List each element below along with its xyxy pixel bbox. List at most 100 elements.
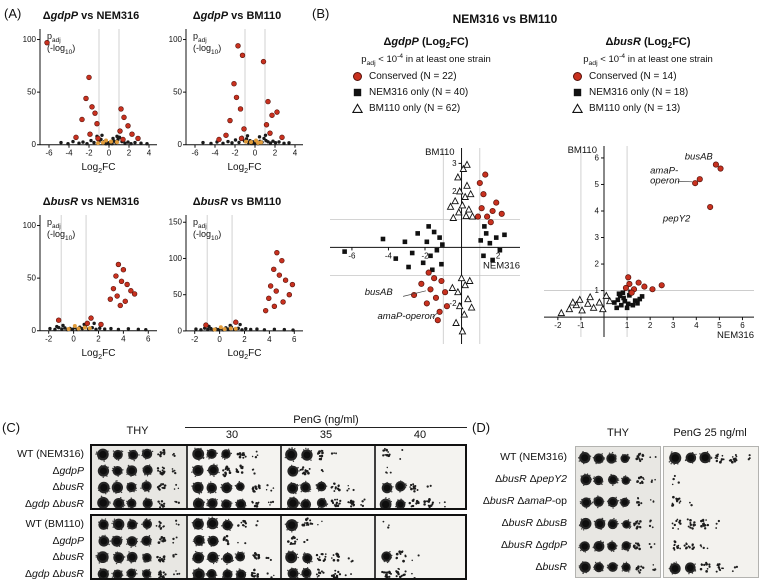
colony-spot (595, 477, 602, 484)
colony-dot (621, 570, 624, 572)
colony-dot (320, 468, 324, 472)
colony-dot (203, 542, 206, 544)
colony-dot (206, 456, 208, 458)
data-point (77, 141, 81, 145)
y-tick-label: 5 (595, 180, 600, 189)
colony-dot (634, 547, 637, 550)
colony-spot (223, 451, 229, 457)
data-point (692, 180, 699, 187)
colony-dot (113, 482, 115, 484)
data-point (98, 326, 102, 330)
colony-dot (226, 568, 228, 570)
colony-dot (383, 560, 385, 563)
data-point (272, 327, 277, 332)
colony-dot (103, 460, 105, 462)
colony-dot (386, 571, 389, 574)
colony-dot (706, 547, 709, 550)
colony-dot (239, 465, 242, 468)
data-point (121, 114, 127, 121)
colony-dot (685, 547, 688, 550)
colony-dot (652, 568, 655, 571)
y-axis-label: padj (-log10) (193, 217, 222, 242)
colony-dot (126, 559, 129, 561)
colony-dot (651, 526, 654, 529)
data-point (55, 317, 62, 323)
colony-dot (628, 502, 631, 504)
data-point (448, 283, 457, 291)
colony-dot (112, 450, 115, 452)
data-point (72, 324, 77, 329)
colony-dot (141, 482, 144, 485)
colony-dot (157, 453, 160, 456)
colony-dot (309, 519, 312, 522)
colony-dot (593, 476, 595, 478)
colony-dot (597, 506, 599, 509)
colony-dot (302, 466, 305, 469)
colony-dot (636, 544, 639, 546)
colony-dot (317, 451, 321, 455)
colony-dot (615, 455, 617, 457)
colony-dot (221, 455, 223, 458)
y-tick-label: 100 (169, 254, 183, 263)
colony-dot (316, 487, 318, 489)
colony-dot (309, 522, 312, 525)
data-point (82, 325, 87, 330)
colony-dot (290, 464, 293, 467)
colony-dot (332, 554, 335, 556)
colony-dot (126, 543, 128, 545)
colony-dot (699, 544, 702, 547)
colony-dot (689, 523, 693, 527)
data-point (206, 327, 210, 332)
colony-dot (609, 519, 612, 521)
colony-dot (145, 508, 146, 509)
data-point (630, 302, 636, 308)
colony-dot (212, 562, 215, 565)
colony-dot (673, 463, 675, 465)
colony-dot (117, 459, 120, 461)
colony-dot (410, 484, 413, 487)
y-tick-label: 3 (595, 233, 600, 242)
colony-dot (292, 492, 295, 495)
data-point (627, 293, 632, 298)
data-point (489, 207, 496, 215)
colony-dot (673, 540, 676, 543)
data-point (92, 140, 96, 145)
colony-dot (256, 454, 259, 457)
colony-dot (629, 479, 632, 481)
colony-spot (397, 501, 404, 508)
colony-spot (128, 538, 136, 545)
colony-dot (626, 549, 629, 551)
colony-dot (691, 462, 694, 464)
colony-dot (214, 498, 217, 500)
colony-dot (715, 527, 718, 529)
colony-dot (636, 500, 639, 503)
panel-b-label: (B) (312, 6, 330, 21)
colony-dot (639, 525, 641, 528)
data-point (632, 298, 638, 303)
x-tick-label: 5 (717, 321, 722, 330)
y-axis-title: BM110 (425, 147, 454, 158)
legend-label: NEM316 only (N = 40) (369, 87, 469, 98)
x-tick-label: 6 (146, 335, 151, 344)
column-header-35: 35 (319, 429, 333, 441)
data-point (194, 327, 198, 331)
y-tick-label: 50 (27, 88, 36, 97)
colony-dot (585, 571, 587, 574)
y-tick-label: 100 (23, 221, 37, 230)
colony-dot (578, 565, 581, 567)
square-marker (573, 88, 582, 97)
data-point (615, 297, 621, 303)
colony-dot (401, 550, 404, 553)
colony-spot (289, 484, 296, 492)
colony-dot (269, 558, 272, 562)
annotation-label: busAB (365, 287, 394, 298)
colony-dot (239, 453, 242, 456)
data-point (464, 294, 472, 303)
data-point (487, 219, 494, 226)
colony-dot (160, 575, 163, 578)
data-point (639, 294, 645, 299)
colony-dot (192, 482, 195, 485)
colony-dot (404, 555, 407, 558)
colony-dot (218, 554, 220, 557)
colony-dot (677, 463, 679, 465)
